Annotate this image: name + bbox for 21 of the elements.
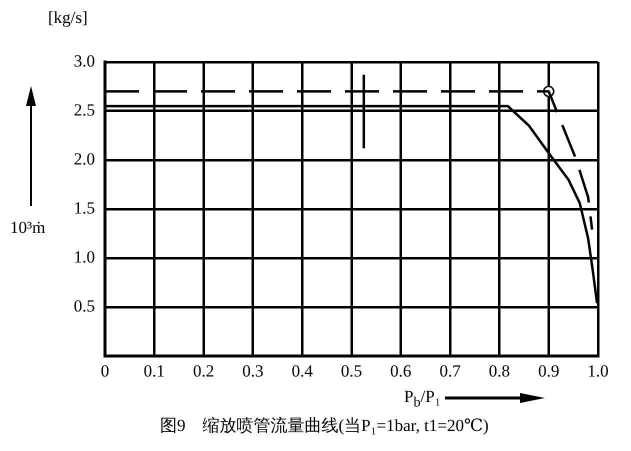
- text: 图9 缩放喷管流量曲线(当P₁=1bar, t1=20℃): [160, 415, 489, 437]
- x-tick-label: 0.2: [192, 362, 214, 381]
- x-tick-label: 0.3: [242, 362, 264, 381]
- x-tick-label: 0.6: [390, 362, 412, 381]
- text: [kg/s]: [48, 8, 88, 28]
- y-tick-label: 3.0: [74, 51, 95, 70]
- x-tick-label: 0.9: [538, 362, 560, 381]
- y-tick-label: 1.0: [74, 247, 95, 266]
- y-tick-label: 1.5: [74, 198, 95, 218]
- x-tick-label: 0.7: [439, 362, 462, 381]
- x-tick-label: 1.0: [587, 362, 609, 381]
- x-tick-label: 0.5: [340, 362, 362, 381]
- y-tick-label: 0.5: [74, 296, 95, 316]
- x-tick-label: 0.4: [292, 362, 314, 381]
- x-tick-label: 0: [100, 362, 110, 381]
- y-axis-title: 10³ṁ: [10, 218, 46, 238]
- y-tick-label: 2.5: [74, 100, 95, 120]
- x-axis-title: P$_{b}$/P₁: [404, 387, 441, 412]
- x-tick-label: 0.1: [144, 362, 165, 381]
- x-tick-label: 0.8: [488, 362, 510, 381]
- y-tick-label: 2.0: [74, 149, 95, 168]
